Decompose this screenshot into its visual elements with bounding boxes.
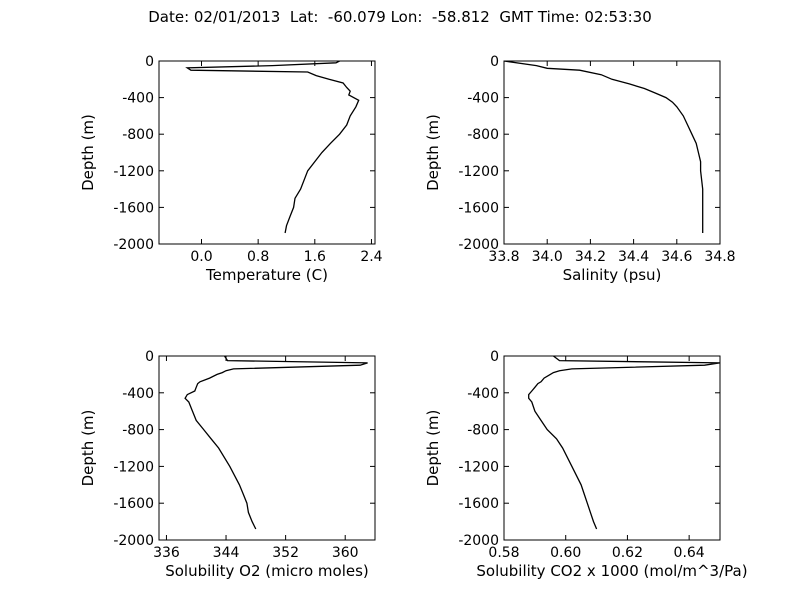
x-tick-label: 0.64: [674, 545, 705, 561]
y-tick-label: -2000: [458, 237, 499, 253]
x-tick-label: 0.58: [488, 545, 519, 561]
y-tick-label: 0: [145, 349, 154, 365]
y-tick-label: -1200: [113, 459, 154, 475]
x-tick-label: 34.2: [575, 249, 606, 265]
y-tick-label: -1600: [113, 200, 154, 216]
y-tick-label: -400: [467, 91, 499, 107]
y-tick-label: -800: [122, 127, 154, 143]
y-tick-label: -800: [467, 127, 499, 143]
plot-temperature: 0.0 0.8 1.6 2.4 0 -400 -800 -1200 -1600 -2000 Temp…: [79, 54, 383, 284]
x-tick-label: 1.6: [304, 249, 326, 265]
x-tick-label: 34.8: [704, 249, 735, 265]
x-tick-label: 344: [213, 545, 240, 561]
y-tick-label: -2000: [113, 533, 154, 549]
y-tick-label: -2000: [458, 533, 499, 549]
plot-solubility-co2: 0.58 0.60 0.62 0.64 0 -400 -800 -1200 -1600 -2000…: [424, 349, 748, 580]
y-axis-label: Depth (m): [79, 410, 97, 487]
y-tick-label: -1600: [113, 496, 154, 512]
y-tick-label: 0: [145, 54, 154, 70]
profile-line: [528, 356, 720, 530]
y-tick-label: -800: [122, 423, 154, 439]
x-tick-label: 336: [153, 545, 180, 561]
axes-frame: [503, 60, 721, 245]
x-tick-label: 2.4: [360, 249, 382, 265]
x-axis-label: Solubility CO2 x 1000 (mol/m^3/Pa): [476, 562, 747, 580]
x-axis-label: Temperature (C): [205, 266, 328, 284]
y-tick-label: 0: [490, 54, 499, 70]
y-tick-label: -1200: [458, 164, 499, 180]
y-tick-label: -400: [467, 386, 499, 402]
axes-frame: [158, 60, 376, 245]
profile-line: [185, 61, 360, 234]
x-tick-label: 0.0: [190, 249, 212, 265]
y-axis-label: Depth (m): [424, 114, 442, 191]
y-tick-label: -800: [467, 423, 499, 439]
x-axis-label: Salinity (psu): [563, 266, 662, 284]
profile-line: [184, 356, 368, 530]
axes-frame: [503, 355, 721, 541]
y-tick-label: -400: [122, 386, 154, 402]
y-axis-label: Depth (m): [79, 114, 97, 191]
axes-frame: [158, 355, 376, 541]
plot-salinity: 33.8 34.0 34.2 34.4 34.6 34.8 0 -400 -800 -1200 -1…: [424, 54, 736, 284]
x-axis-label: Solubility O2 (micro moles): [165, 562, 369, 580]
plot-solubility-o2: 336 344 352 360 0 -400 -800 -1200 -1600 -2000 Solu…: [79, 349, 376, 580]
y-tick-label: 0: [490, 349, 499, 365]
x-tick-label: 360: [332, 545, 359, 561]
x-tick-label: 0.8: [247, 249, 269, 265]
x-tick-label: 34.6: [661, 249, 692, 265]
x-tick-label: 34.4: [618, 249, 649, 265]
x-tick-label: 352: [272, 545, 299, 561]
y-tick-label: -1600: [458, 200, 499, 216]
figure-title: Date: 02/01/2013 Lat: -60.079 Lon: -58.8…: [148, 8, 652, 26]
y-tick-label: -400: [122, 91, 154, 107]
y-tick-label: -2000: [113, 237, 154, 253]
profile-line: [504, 61, 704, 233]
y-tick-label: -1200: [113, 164, 154, 180]
x-tick-label: 0.60: [550, 545, 581, 561]
y-axis-label: Depth (m): [424, 410, 442, 487]
y-tick-label: -1200: [458, 459, 499, 475]
x-tick-label: 33.8: [488, 249, 519, 265]
x-tick-label: 0.62: [612, 545, 643, 561]
x-tick-label: 34.0: [532, 249, 563, 265]
y-tick-label: -1600: [458, 496, 499, 512]
